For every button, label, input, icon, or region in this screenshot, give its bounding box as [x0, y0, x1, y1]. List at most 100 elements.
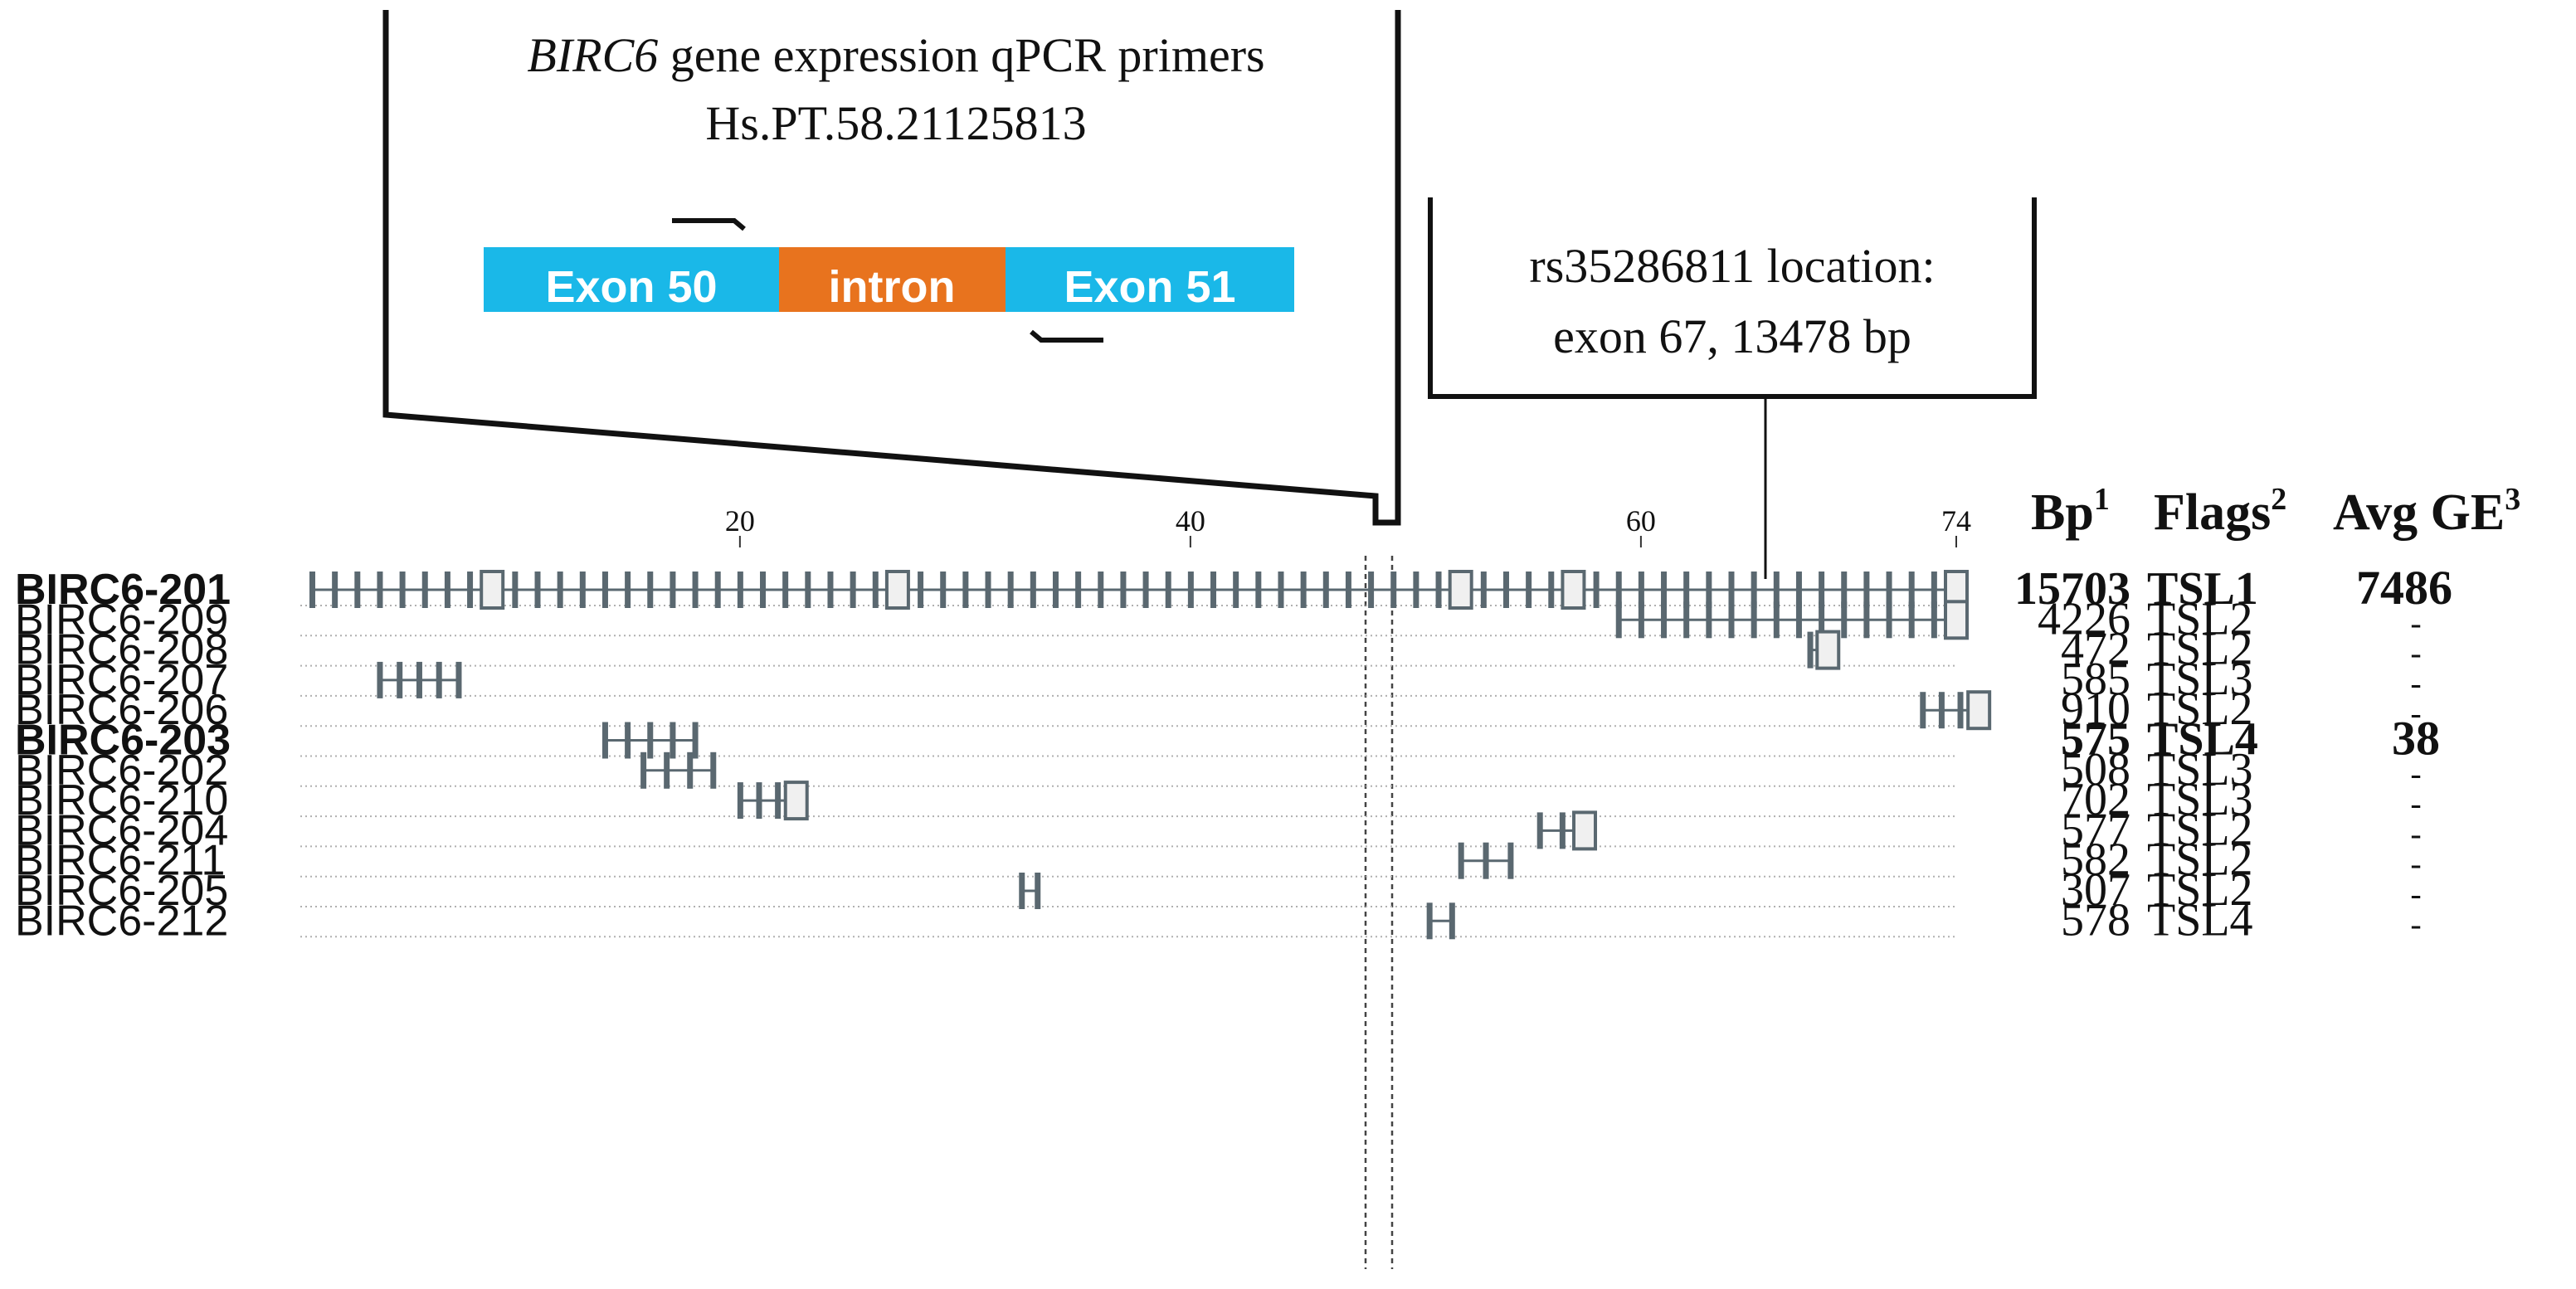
transcript-name: BIRC6-202	[15, 747, 228, 795]
snp-callout-border	[1428, 197, 2037, 399]
exon-box	[918, 572, 924, 608]
transcript-flag: TSL2	[2147, 624, 2253, 675]
exon-box	[467, 572, 474, 608]
exon-box	[692, 722, 699, 759]
exon-box	[377, 661, 383, 698]
exon-box	[601, 572, 608, 608]
transcript-row: BIRC6-205 307 TSL2 -	[15, 864, 2422, 916]
exon-box	[1815, 630, 1841, 670]
primer-box-title: BIRC6 gene expression qPCR primers	[527, 28, 1264, 82]
exon-box	[625, 722, 631, 759]
transcript-row: BIRC6-201 15703 TSL1 7486	[15, 561, 2452, 615]
exon-box	[1751, 601, 1757, 639]
exon-box	[1390, 572, 1397, 608]
transcript-avg-ge: -	[2410, 875, 2421, 912]
exon-box	[1773, 572, 1780, 608]
transcript-avg-ge: -	[2410, 815, 2421, 852]
exon-box	[1142, 572, 1149, 608]
column-headers: Bp1 Flags2 Avg GE3	[2031, 482, 2520, 541]
exon-box	[1886, 601, 1892, 639]
exon-box	[1807, 631, 1814, 669]
transcript-avg-ge: -	[2410, 604, 2421, 641]
exon-box	[1448, 570, 1473, 610]
primer-callout: BIRC6 gene expression qPCR primers Hs.PT…	[382, 10, 1401, 526]
primer-callout-border	[382, 10, 1401, 526]
transcript-flag: TSL2	[2147, 834, 2253, 886]
header-flags: Flags2	[2154, 482, 2286, 541]
exon-box	[1019, 873, 1025, 909]
intron-block	[779, 247, 1006, 312]
transcript-bp: 702	[2061, 774, 2130, 825]
transcript-avg-ge: -	[2410, 635, 2421, 672]
exon-box	[377, 572, 383, 608]
transcript-row: BIRC6-204 577 TSL2 -	[15, 804, 2422, 855]
transcript-row: BIRC6-211 582 TSL2 -	[15, 834, 2422, 886]
exon-box	[1908, 572, 1915, 608]
exon-box	[827, 572, 834, 608]
axis-tick-label: 40	[1176, 504, 1205, 537]
transcript-bp: 910	[2061, 683, 2130, 735]
exon-box	[1661, 572, 1668, 608]
exon-box	[421, 572, 428, 608]
exon-box	[1480, 572, 1487, 608]
transcript-row: BIRC6-207 585 TSL3 -	[15, 654, 2422, 705]
exon-box	[737, 782, 743, 820]
exon-51-label: Exon 51	[1064, 262, 1235, 312]
exon-box	[872, 572, 879, 608]
transcript-name: BIRC6-211	[15, 837, 225, 885]
transcript-name: BIRC6-206	[15, 686, 228, 734]
intron-label: intron	[829, 262, 956, 312]
exon-box	[1526, 572, 1532, 608]
transcript-bp: 472	[2061, 624, 2130, 675]
axis-tick-label: 74	[1941, 504, 1971, 537]
transcript-flag: TSL2	[2147, 683, 2253, 735]
transcript-row: BIRC6-209 4226 TSL2 -	[15, 593, 2422, 644]
exon-box	[534, 572, 541, 608]
exon-box	[309, 572, 315, 608]
exon-box	[1706, 572, 1712, 608]
exon-box	[1413, 572, 1419, 608]
exon-box	[647, 572, 654, 608]
transcript-bp: 582	[2061, 834, 2130, 886]
transcript-row: BIRC6-206 910 TSL2 -	[15, 683, 2422, 735]
exon-box	[1957, 692, 1964, 729]
exon-box	[557, 572, 563, 608]
exon-axis: 20 40 60 74	[725, 504, 1971, 547]
axis-tick-label: 60	[1626, 504, 1656, 537]
exon-box	[1052, 572, 1059, 608]
exon-box	[782, 572, 789, 608]
exon-box	[1278, 572, 1284, 608]
transcript-avg-ge: -	[2410, 845, 2421, 883]
exon-box	[850, 572, 856, 608]
exon-50-label: Exon 50	[545, 262, 717, 312]
transcript-flag: TSL3	[2147, 654, 2253, 705]
exon-box	[1728, 601, 1735, 639]
exon-box	[1706, 601, 1712, 639]
exon-box	[416, 661, 422, 698]
exon-box	[640, 752, 647, 789]
exon-box	[1458, 842, 1464, 879]
exon-box	[670, 572, 676, 608]
exon-box	[436, 661, 442, 698]
transcript-row: BIRC6-203 575 TSL4 38	[15, 712, 2440, 766]
transcript-flag: TSL2	[2147, 804, 2253, 855]
transcript-flag: TSL3	[2147, 774, 2253, 825]
transcript-name: BIRC6-209	[15, 596, 228, 644]
exon-box	[1435, 572, 1442, 608]
snp-location-line1: rs35286811 location:	[1529, 239, 1935, 293]
transcript-avg-ge: -	[2410, 694, 2421, 732]
exon-box	[647, 722, 654, 759]
transcript-avg-ge: -	[2410, 905, 2421, 942]
exon-box	[1751, 572, 1757, 608]
exon-box	[985, 572, 991, 608]
header-bp: Bp1	[2031, 482, 2110, 541]
exon-box	[1938, 692, 1945, 729]
exon-box	[1368, 572, 1375, 608]
exon-box	[1165, 572, 1171, 608]
exon-box	[1572, 810, 1598, 851]
transcript-row: BIRC6-210 702 TSL3 -	[15, 774, 2422, 825]
transcript-flag: TSL4	[2147, 714, 2258, 766]
forward-primer-arrow	[672, 218, 746, 231]
transcript-name: BIRC6-212	[15, 897, 228, 945]
exon-box	[1548, 572, 1555, 608]
